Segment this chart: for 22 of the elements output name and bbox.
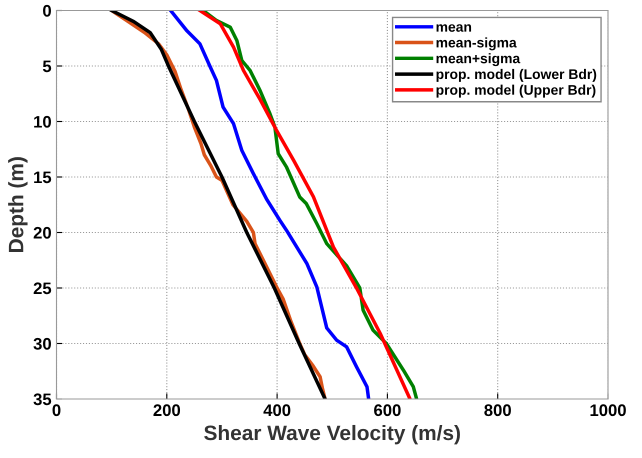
y-tick-label: 25	[34, 282, 52, 294]
y-tick-label: 35	[33, 393, 52, 406]
legend-label: mean+sigma	[436, 53, 520, 66]
x-tick-label: 200	[153, 404, 180, 416]
line-series	[168, 10, 370, 399]
legend-label: prop. model (Upper Bdr)	[436, 84, 596, 98]
legend-label: mean	[436, 24, 472, 32]
y-tick-label: 0	[43, 4, 51, 17]
y-tick-label: 5	[42, 60, 52, 72]
y-tick-label: 30	[33, 338, 51, 350]
legend-label: mean-sigma	[436, 37, 517, 50]
legend-label: prop. model (Lower Bdr)	[436, 68, 596, 82]
x-tick-label: 600	[374, 404, 401, 416]
x-tick-label: 400	[263, 404, 290, 416]
x-axis-title: Shear Wave Velocity (m/s)	[204, 424, 460, 444]
y-tick-label: 15	[34, 172, 52, 184]
y-tick-label: 20	[34, 226, 51, 239]
y-tick-label: 10	[34, 116, 51, 128]
x-tick-label: 0	[52, 404, 60, 416]
x-tick-label: 800	[484, 404, 511, 416]
x-tick-label: 1000	[590, 404, 626, 416]
y-axis-title: Depth (m)	[8, 157, 28, 252]
